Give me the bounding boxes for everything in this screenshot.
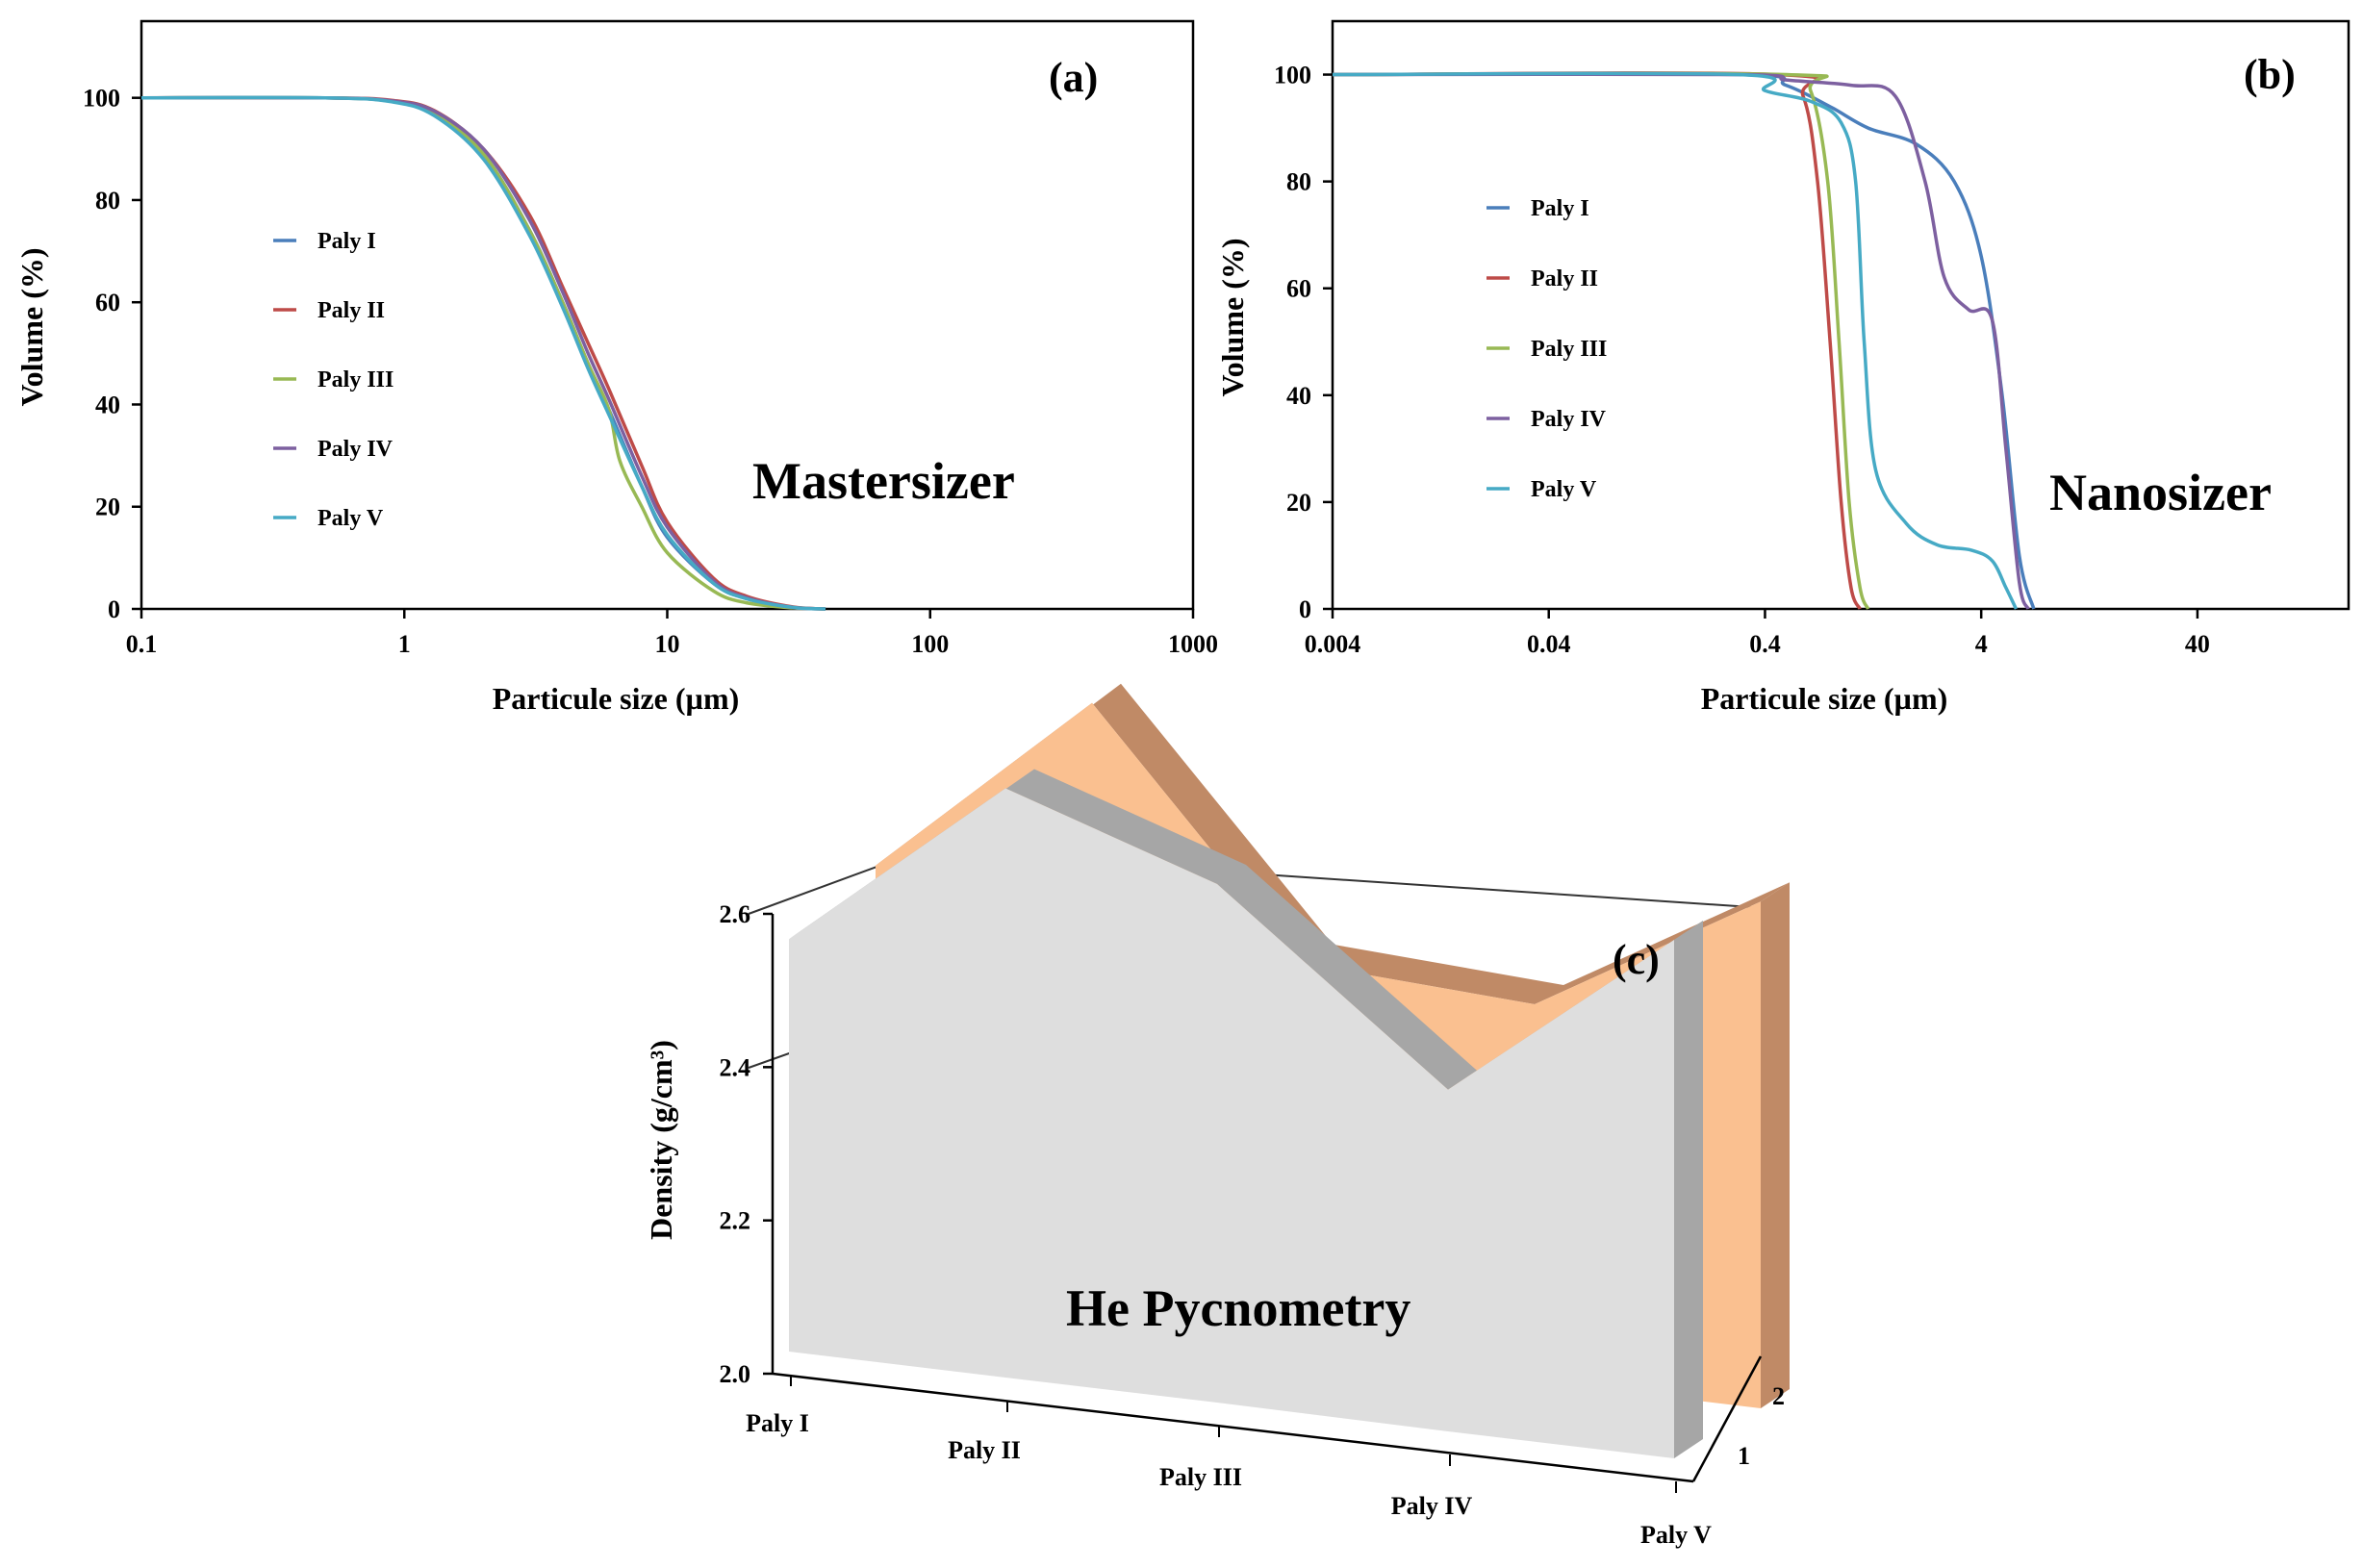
panel-a-y-tick-label: 100: [83, 85, 120, 113]
panel-c-area-series-1-side: [1674, 921, 1703, 1458]
panel-a-x-axis-label: Particule size (µm): [493, 681, 740, 716]
panel-c-x-tick-label: Paly IV: [1391, 1492, 1473, 1520]
panel-b-y-tick-label: 20: [1286, 489, 1311, 517]
panel-b-legend-entry: Paly III: [1531, 337, 1607, 362]
panel-c-area-series-1-face: [789, 788, 1674, 1458]
panel-c-depth-tick-label: 1: [1738, 1442, 1750, 1470]
panel-b-overlay-title: Nanosizer: [2049, 464, 2272, 521]
panel-c-y-tick-label: 2.6: [720, 900, 751, 928]
panel-b-legend-entry: Paly IV: [1531, 407, 1607, 432]
panel-c-depth-tick-label: 2: [1772, 1382, 1785, 1410]
panel-b-plot-frame: [1331, 19, 2350, 611]
panel-b-y-tick-label: 0: [1299, 595, 1311, 623]
panel-a-legend-entry: Paly II: [318, 298, 385, 323]
panel-a-legend-entry: Paly IV: [318, 437, 394, 462]
panel-a-x-tick-label: 100: [911, 630, 949, 658]
panel-a-legend-entry: Paly I: [318, 229, 376, 254]
panel-a-overlay-title: Mastersizer: [752, 452, 1015, 510]
panel-c-x-tick-label: Paly II: [948, 1436, 1021, 1464]
panel-c-y-tick-label: 2.4: [720, 1053, 751, 1081]
panel-b-legend-entry: Paly V: [1531, 477, 1597, 502]
panel-b-y-tick-label: 100: [1274, 62, 1311, 89]
panel-b-line-paly-iv: [1332, 72, 2030, 610]
panel-b-x-tick-label: 0.4: [1749, 630, 1781, 658]
panel-b-legend-entry: Paly II: [1531, 266, 1598, 291]
panel-a-legend-entry: Paly V: [318, 506, 384, 531]
panel-a-y-tick-label: 80: [95, 187, 120, 215]
panel-b-x-tick-label: 40: [2185, 630, 2210, 658]
panel-c-x-tick-label: Paly V: [1640, 1521, 1712, 1549]
panel-a-x-tick-label: 1: [398, 630, 411, 658]
panel-a-y-tick-label: 20: [95, 493, 120, 521]
panel-a-y-axis-label: Volume (%): [14, 247, 49, 406]
panel-c-x-tick-label: Paly I: [746, 1409, 809, 1437]
panel-b-nanosizer: 0 20 40 60 80 100 0.004 0.04 0.4 4 40 Paly I Paly …: [1215, 19, 2350, 716]
panel-a-y-tick-label: 0: [108, 595, 120, 623]
panel-a-line-paly-v: [140, 95, 826, 611]
panel-c-x-axis-front: [772, 1372, 1694, 1483]
panel-a-legend-entry: Paly III: [318, 367, 394, 392]
panel-b-y-tick-label: 40: [1286, 382, 1311, 410]
panel-b-y-tick-label: 80: [1286, 168, 1311, 196]
panel-b-x-tick-label: 0.04: [1527, 630, 1571, 658]
panel-b-y-tick-label: 60: [1286, 275, 1311, 303]
panel-a-line-paly-iii: [140, 95, 826, 611]
panel-b-x-tick-label: 0.004: [1305, 630, 1361, 658]
panel-c-y-axis-label: Density (g/cm³): [644, 1040, 678, 1240]
panel-c-overlay-title: He Pycnometry: [1066, 1279, 1410, 1337]
panel-a-line-paly-iv: [140, 95, 826, 611]
panel-a-line-paly-i: [140, 95, 826, 611]
panel-c-he-pycnometry: 2.0 2.2 2.4 2.6 Paly I Paly II Paly III Paly I…: [644, 683, 1790, 1549]
panel-c-x-axis-depth: [1691, 1355, 1763, 1482]
panel-b-line-paly-v: [1332, 71, 2019, 610]
panel-c-label: (c): [1613, 936, 1660, 983]
panel-a-x-tick-label: 0.1: [126, 630, 158, 658]
panel-a-line-paly-ii: [140, 95, 826, 611]
panel-c-area-series-2-side: [1761, 882, 1790, 1408]
panel-b-label: (b): [2244, 51, 2296, 98]
panel-b-x-tick-label: 4: [1975, 630, 1988, 658]
panel-a-label: (a): [1049, 54, 1098, 101]
panel-b-line-paly-i: [1332, 71, 2036, 610]
panel-c-y-tick-label: 2.2: [720, 1207, 751, 1235]
panel-b-legend-entry: Paly I: [1531, 196, 1589, 221]
panel-b-x-axis-label: Particule size (µm): [1701, 681, 1948, 716]
panel-a-x-tick-label: 1000: [1168, 630, 1218, 658]
panel-b-y-axis-label: Volume (%): [1215, 238, 1250, 396]
panel-a-x-tick-label: 10: [655, 630, 680, 658]
panel-c-y-tick-label: 2.0: [720, 1360, 751, 1388]
panel-c-x-tick-label: Paly III: [1159, 1463, 1242, 1491]
panel-a-mastersizer: 0 20 40 60 80 100 0.1 1 10 100 1000 Paly I Paly II…: [14, 19, 1218, 716]
panel-a-y-tick-label: 60: [95, 289, 120, 316]
panel-a-y-tick-label: 40: [95, 391, 120, 418]
